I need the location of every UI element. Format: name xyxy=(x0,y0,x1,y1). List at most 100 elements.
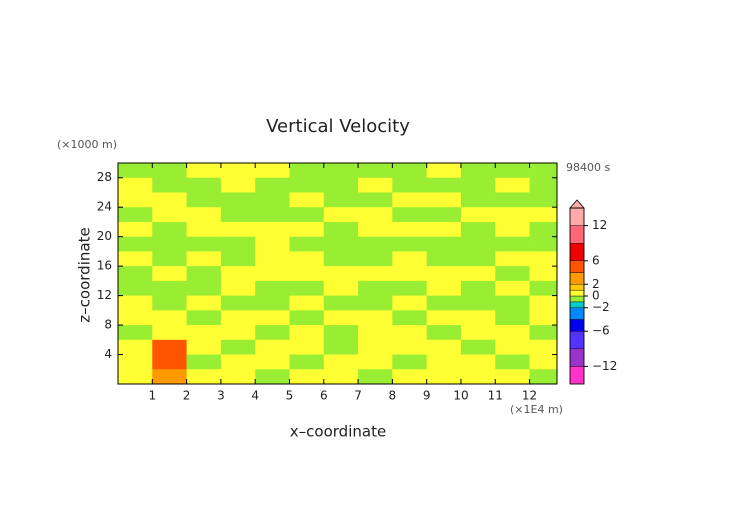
contour-cell xyxy=(323,280,359,296)
contour-cell xyxy=(495,310,530,326)
contour-cell xyxy=(323,310,359,326)
contour-cell xyxy=(392,280,428,296)
contour-cell xyxy=(426,207,462,223)
contour-cell xyxy=(255,369,290,385)
contour-cell xyxy=(118,295,153,311)
contour-cell xyxy=(152,325,187,341)
colorbar-segment xyxy=(569,331,585,350)
contour-cell xyxy=(358,280,393,296)
contour-cell xyxy=(529,369,558,385)
contour-cell xyxy=(529,163,558,179)
y-tick-label: 16 xyxy=(97,259,112,273)
contour-cell xyxy=(186,251,222,267)
contour-cell xyxy=(392,295,428,311)
contour-cell xyxy=(118,310,153,326)
contour-cell xyxy=(460,266,496,282)
contour-cell xyxy=(152,369,187,385)
contour-cell xyxy=(392,177,428,193)
contour-cell xyxy=(289,369,325,385)
contour-cell xyxy=(392,325,428,341)
colorbar-tick-label: −2 xyxy=(592,300,610,314)
contour-cell xyxy=(358,236,393,252)
contour-cell xyxy=(426,177,462,193)
colorbar-segment xyxy=(569,284,585,291)
contour-cell xyxy=(426,280,462,296)
contour-cell xyxy=(118,266,153,282)
x-tick-label: 9 xyxy=(423,389,431,403)
contour-cell xyxy=(495,295,530,311)
colorbar-arrow xyxy=(569,199,585,209)
colorbar-segment xyxy=(569,289,585,297)
x-tick-label: 12 xyxy=(522,389,537,403)
contour-cell xyxy=(186,339,222,355)
contour-cell xyxy=(186,354,222,370)
contour-cell xyxy=(460,310,496,326)
colorbar-tick-label: 2 xyxy=(592,277,600,291)
contour-cell xyxy=(118,251,153,267)
y-unit: (×1000 m) xyxy=(57,138,117,151)
colorbar-segment xyxy=(569,295,585,303)
contour-cell xyxy=(495,280,530,296)
contour-cell xyxy=(118,177,153,193)
contour-cell xyxy=(460,339,496,355)
contour-cell xyxy=(255,251,290,267)
contour-cell xyxy=(529,236,558,252)
contour-cell xyxy=(426,163,462,179)
contour-cell xyxy=(529,177,558,193)
contour-cell xyxy=(460,207,496,223)
colorbar-segment xyxy=(569,348,585,367)
contour-cell xyxy=(495,325,530,341)
contour-cell xyxy=(392,339,428,355)
contour-cell xyxy=(220,236,256,252)
contour-cell xyxy=(255,221,290,238)
contour-cell xyxy=(426,295,462,311)
contour-cell xyxy=(186,325,222,341)
contour-cell xyxy=(426,221,462,238)
contour-cell xyxy=(255,295,290,311)
plot-frame xyxy=(117,162,558,385)
colorbar-segment xyxy=(569,207,585,226)
colorbar-segment xyxy=(569,301,585,308)
contour-cell xyxy=(358,221,393,238)
contour-cell xyxy=(255,177,290,193)
contour-cell xyxy=(323,192,359,208)
contour-cell xyxy=(289,339,325,355)
contour-cell xyxy=(358,295,393,311)
x-tick-label: 10 xyxy=(453,389,468,403)
contour-cell xyxy=(460,251,496,267)
x-axis-label: x–coordinate xyxy=(290,423,386,441)
contour-cell xyxy=(460,192,496,208)
contour-cell xyxy=(460,236,496,252)
contour-cell xyxy=(495,207,530,223)
contour-cell xyxy=(323,177,359,193)
contour-cell xyxy=(495,163,530,179)
x-tick-label: 6 xyxy=(320,389,328,403)
contour-cell xyxy=(255,310,290,326)
colorbar-segment xyxy=(569,225,585,244)
y-tick-label: 8 xyxy=(104,318,112,332)
contour-cell xyxy=(495,221,530,238)
contour-cell xyxy=(255,280,290,296)
contour-cell xyxy=(529,354,558,370)
contour-cell xyxy=(426,369,462,385)
colorbar-tick-label: −6 xyxy=(592,324,610,338)
contour-cell xyxy=(358,251,393,267)
contour-cell xyxy=(152,251,187,267)
contour-cell xyxy=(426,310,462,326)
contour-cell xyxy=(220,369,256,385)
contour-cell xyxy=(255,325,290,341)
y-axis-label: z–coordinate xyxy=(76,227,94,322)
contour-cell xyxy=(495,177,530,193)
contour-cell xyxy=(358,177,393,193)
contour-cell xyxy=(495,192,530,208)
contour-cell xyxy=(186,221,222,238)
contour-cell xyxy=(118,163,153,179)
contour-cell xyxy=(118,236,153,252)
contour-cell xyxy=(358,207,393,223)
contour-cell xyxy=(529,339,558,355)
contour-cell xyxy=(323,339,359,355)
contour-cell xyxy=(529,207,558,223)
contour-cell xyxy=(255,163,290,179)
contour-cell xyxy=(289,280,325,296)
contour-cell xyxy=(323,369,359,385)
